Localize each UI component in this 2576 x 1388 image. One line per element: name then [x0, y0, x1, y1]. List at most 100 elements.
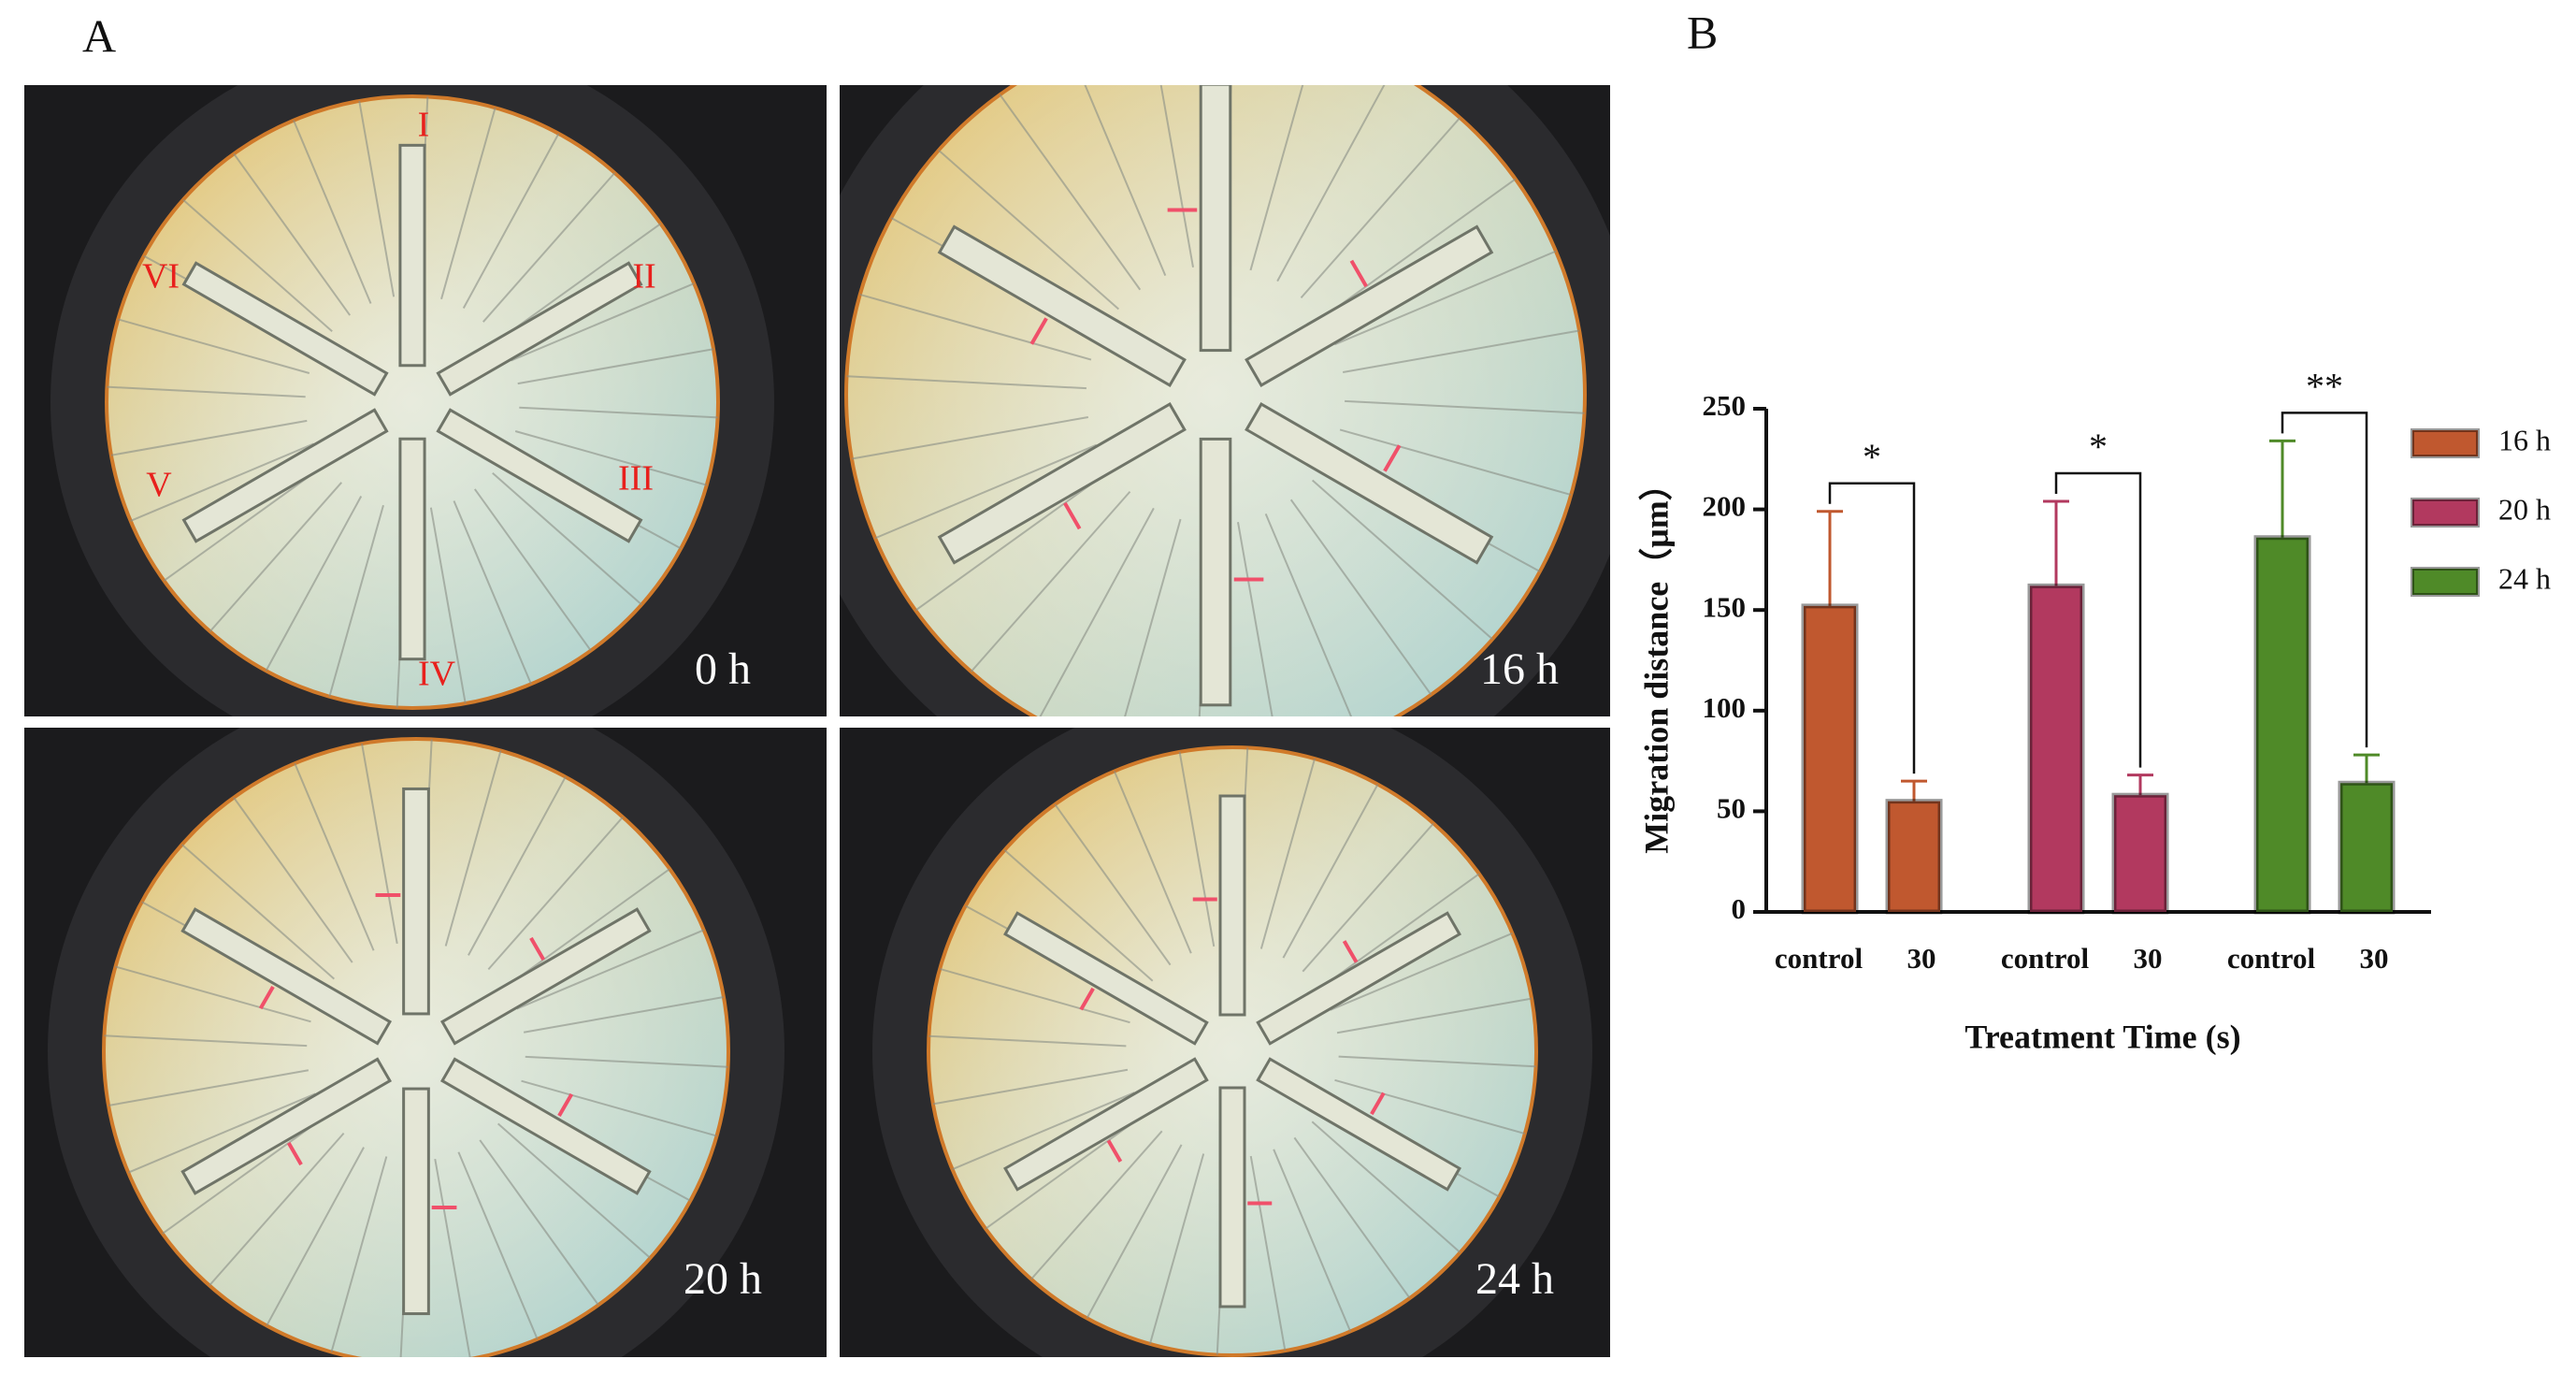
panel-label: B [1687, 6, 1718, 58]
micrograph [24, 728, 827, 1357]
spoke [1336, 997, 1533, 1034]
spoke [482, 172, 616, 323]
spoke [1084, 85, 1167, 276]
spoke [952, 1092, 1135, 1171]
channel [439, 907, 652, 1046]
spoke [1276, 85, 1386, 282]
spoke [462, 133, 560, 309]
spoke [104, 1034, 308, 1048]
spoke [434, 1158, 471, 1357]
spoke [1289, 499, 1432, 696]
migration-marker [1342, 940, 1359, 963]
spoke [361, 743, 398, 945]
spoke [265, 496, 363, 672]
field-glow [104, 739, 728, 1357]
field-glow [107, 96, 718, 708]
x-tick-label: control [2001, 942, 2090, 975]
legend-swatch [2411, 498, 2480, 528]
y-tick-label: 0 [1732, 892, 1747, 925]
y-tick-label: 150 [1703, 590, 1747, 623]
channel [436, 261, 643, 397]
field-glow [928, 747, 1536, 1355]
x-tick-label: 30 [1907, 942, 1936, 975]
spoke [1178, 751, 1216, 947]
migration-marker [1349, 259, 1368, 288]
migration-marker [1079, 987, 1095, 1011]
channel [181, 408, 389, 543]
channel [1199, 85, 1232, 353]
migration-marker [1370, 1092, 1386, 1116]
spoke [514, 430, 708, 486]
migration-marker [1029, 317, 1048, 345]
spoke [115, 965, 311, 1023]
spoke [130, 442, 314, 522]
spoke [233, 152, 352, 316]
bar [2338, 780, 2396, 915]
micrograph [24, 85, 827, 716]
spoke [453, 500, 532, 685]
spoke [859, 294, 1092, 361]
channel [1218, 1086, 1246, 1308]
significance-label: ** [2306, 366, 2343, 408]
spoke [517, 348, 714, 385]
spoke [496, 1122, 652, 1259]
migration-marker [529, 936, 546, 961]
region-label: II [632, 257, 655, 296]
chip-pattern [104, 739, 728, 1357]
spoke [1317, 873, 1480, 990]
migration-marker [1383, 444, 1402, 472]
spoke [1345, 399, 1585, 414]
time-label: 20 h [684, 1254, 762, 1304]
channel [937, 224, 1187, 388]
spoke [457, 1151, 539, 1340]
x-tick-label: control [2227, 942, 2316, 975]
spoke [1148, 1153, 1205, 1345]
spoke [504, 868, 670, 989]
channel [1256, 911, 1461, 1046]
spoke [1319, 178, 1517, 321]
spoke [1300, 117, 1461, 299]
spoke [487, 816, 624, 971]
time-label: 16 h [1480, 644, 1559, 694]
spoke [182, 198, 333, 333]
migration-marker [1106, 1139, 1123, 1163]
spoke [1113, 771, 1192, 954]
channel [1003, 1057, 1209, 1192]
y-tick-label: 200 [1703, 490, 1747, 523]
spoke [523, 996, 725, 1034]
significance-bracket [2054, 471, 2142, 768]
bar [2253, 535, 2311, 915]
spoke [473, 488, 592, 652]
spoke [1330, 932, 1513, 1011]
significance-bracket [1828, 482, 1916, 774]
channel [1245, 224, 1494, 388]
spoke [117, 318, 310, 374]
spoke [1334, 1078, 1526, 1135]
spoke [1282, 784, 1379, 959]
spoke [330, 1156, 388, 1352]
legend-swatch [2411, 428, 2480, 458]
spoke [939, 967, 1130, 1024]
spoke [468, 776, 567, 956]
bar [1801, 603, 1859, 915]
spoke [1249, 85, 1304, 271]
spoke [180, 844, 336, 980]
x-axis-label: Treatment Time (s) [1964, 1018, 2240, 1055]
migration-marker [1063, 501, 1082, 530]
spoke [1311, 479, 1493, 641]
spoke [1054, 803, 1172, 966]
y-tick-label: 100 [1703, 691, 1747, 724]
spoke [874, 443, 1097, 540]
migration-marker [557, 1092, 574, 1118]
spoke [1311, 1121, 1461, 1253]
channel [1245, 401, 1494, 565]
x-tick-label: 30 [2134, 942, 2163, 975]
spoke [429, 507, 467, 704]
spoke [163, 463, 326, 582]
x-tick-label: 30 [2360, 942, 2389, 975]
spoke [1302, 822, 1434, 973]
spoke [970, 490, 1131, 672]
y-axis-label: Migration distance（μm） [1637, 467, 1675, 853]
channel [180, 907, 393, 1046]
spoke [1249, 1155, 1287, 1352]
